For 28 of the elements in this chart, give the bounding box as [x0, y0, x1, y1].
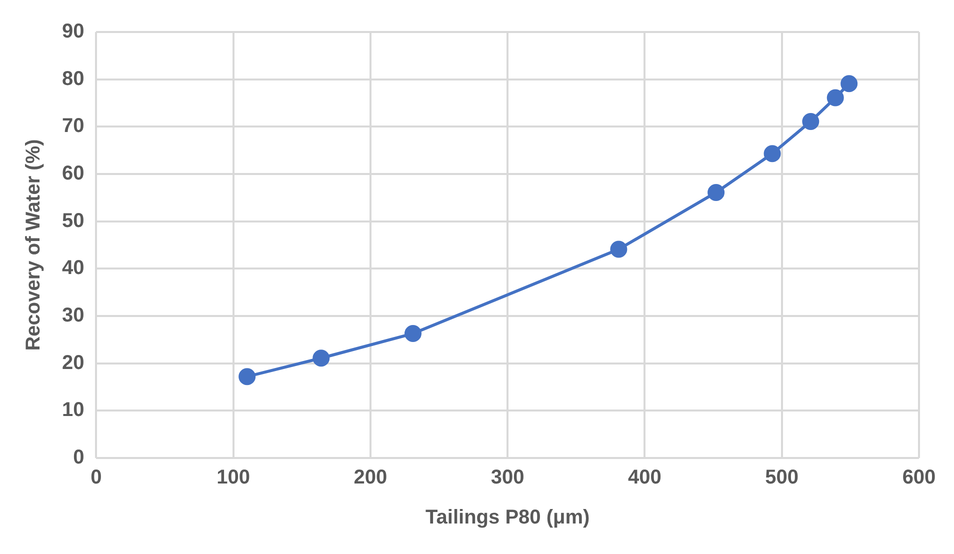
point: [404, 325, 422, 342]
y-tick-label: 40: [62, 257, 84, 280]
point: [840, 75, 858, 92]
point: [238, 368, 256, 386]
y-axis-title: Recovery of Water (%): [22, 139, 45, 351]
x-tick-label: 600: [902, 466, 936, 489]
y-tick-label: 10: [62, 399, 84, 422]
x-tick-label: 0: [90, 466, 102, 489]
y-tick-label: 70: [62, 115, 84, 138]
point: [764, 145, 781, 162]
x-tick-label: 300: [490, 466, 524, 489]
point: [708, 184, 725, 201]
y-tick-label: 80: [62, 68, 84, 90]
x-axis-title: Tailings P80 (μm): [426, 506, 590, 529]
point: [826, 89, 844, 106]
y-tick-label: 60: [62, 162, 84, 185]
y-tick-label: 50: [62, 210, 84, 232]
x-tick-label: 100: [216, 466, 250, 489]
point: [802, 112, 820, 130]
y-tick-label: 0: [73, 446, 84, 469]
x-tick-label: 500: [765, 466, 799, 489]
point: [610, 240, 628, 258]
y-tick-label: 20: [62, 352, 84, 374]
point: [312, 350, 330, 367]
y-tick-label: 90: [62, 20, 84, 43]
x-tick-label: 400: [628, 466, 662, 489]
x-tick-label: 200: [354, 466, 388, 489]
y-tick-label: 30: [62, 304, 84, 327]
